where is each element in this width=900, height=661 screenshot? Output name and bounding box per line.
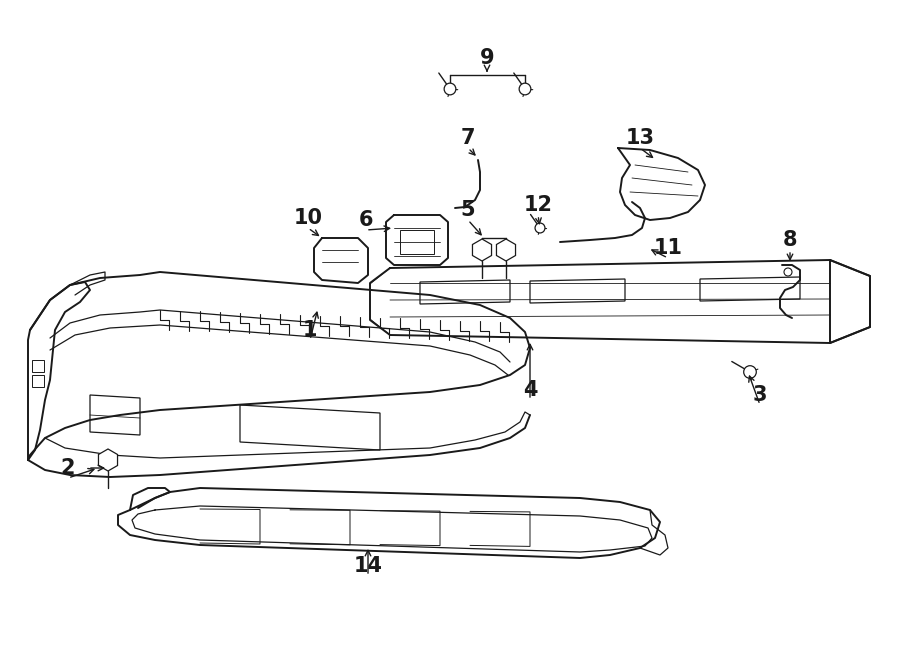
Circle shape [519,83,531,95]
Polygon shape [530,279,625,303]
Text: 8: 8 [783,230,797,250]
Text: 3: 3 [752,385,767,405]
Text: 2: 2 [61,458,76,478]
Polygon shape [98,449,118,471]
Text: 13: 13 [626,128,654,148]
Polygon shape [472,239,491,261]
Polygon shape [90,395,140,435]
Circle shape [535,223,545,233]
Text: 10: 10 [293,208,322,228]
Polygon shape [700,277,800,301]
Text: 1: 1 [302,320,317,340]
Text: 12: 12 [524,195,553,215]
Text: 14: 14 [354,556,382,576]
Text: 7: 7 [461,128,475,148]
Text: 5: 5 [461,200,475,220]
Text: 9: 9 [480,48,494,68]
Circle shape [445,83,456,95]
Polygon shape [240,405,380,450]
Polygon shape [32,360,44,372]
Text: 4: 4 [523,380,537,400]
Polygon shape [497,239,516,261]
Text: 11: 11 [653,238,682,258]
Polygon shape [420,280,510,304]
Circle shape [743,366,756,378]
Circle shape [784,268,792,276]
Polygon shape [400,230,434,254]
Polygon shape [32,375,44,387]
Text: 6: 6 [359,210,374,230]
